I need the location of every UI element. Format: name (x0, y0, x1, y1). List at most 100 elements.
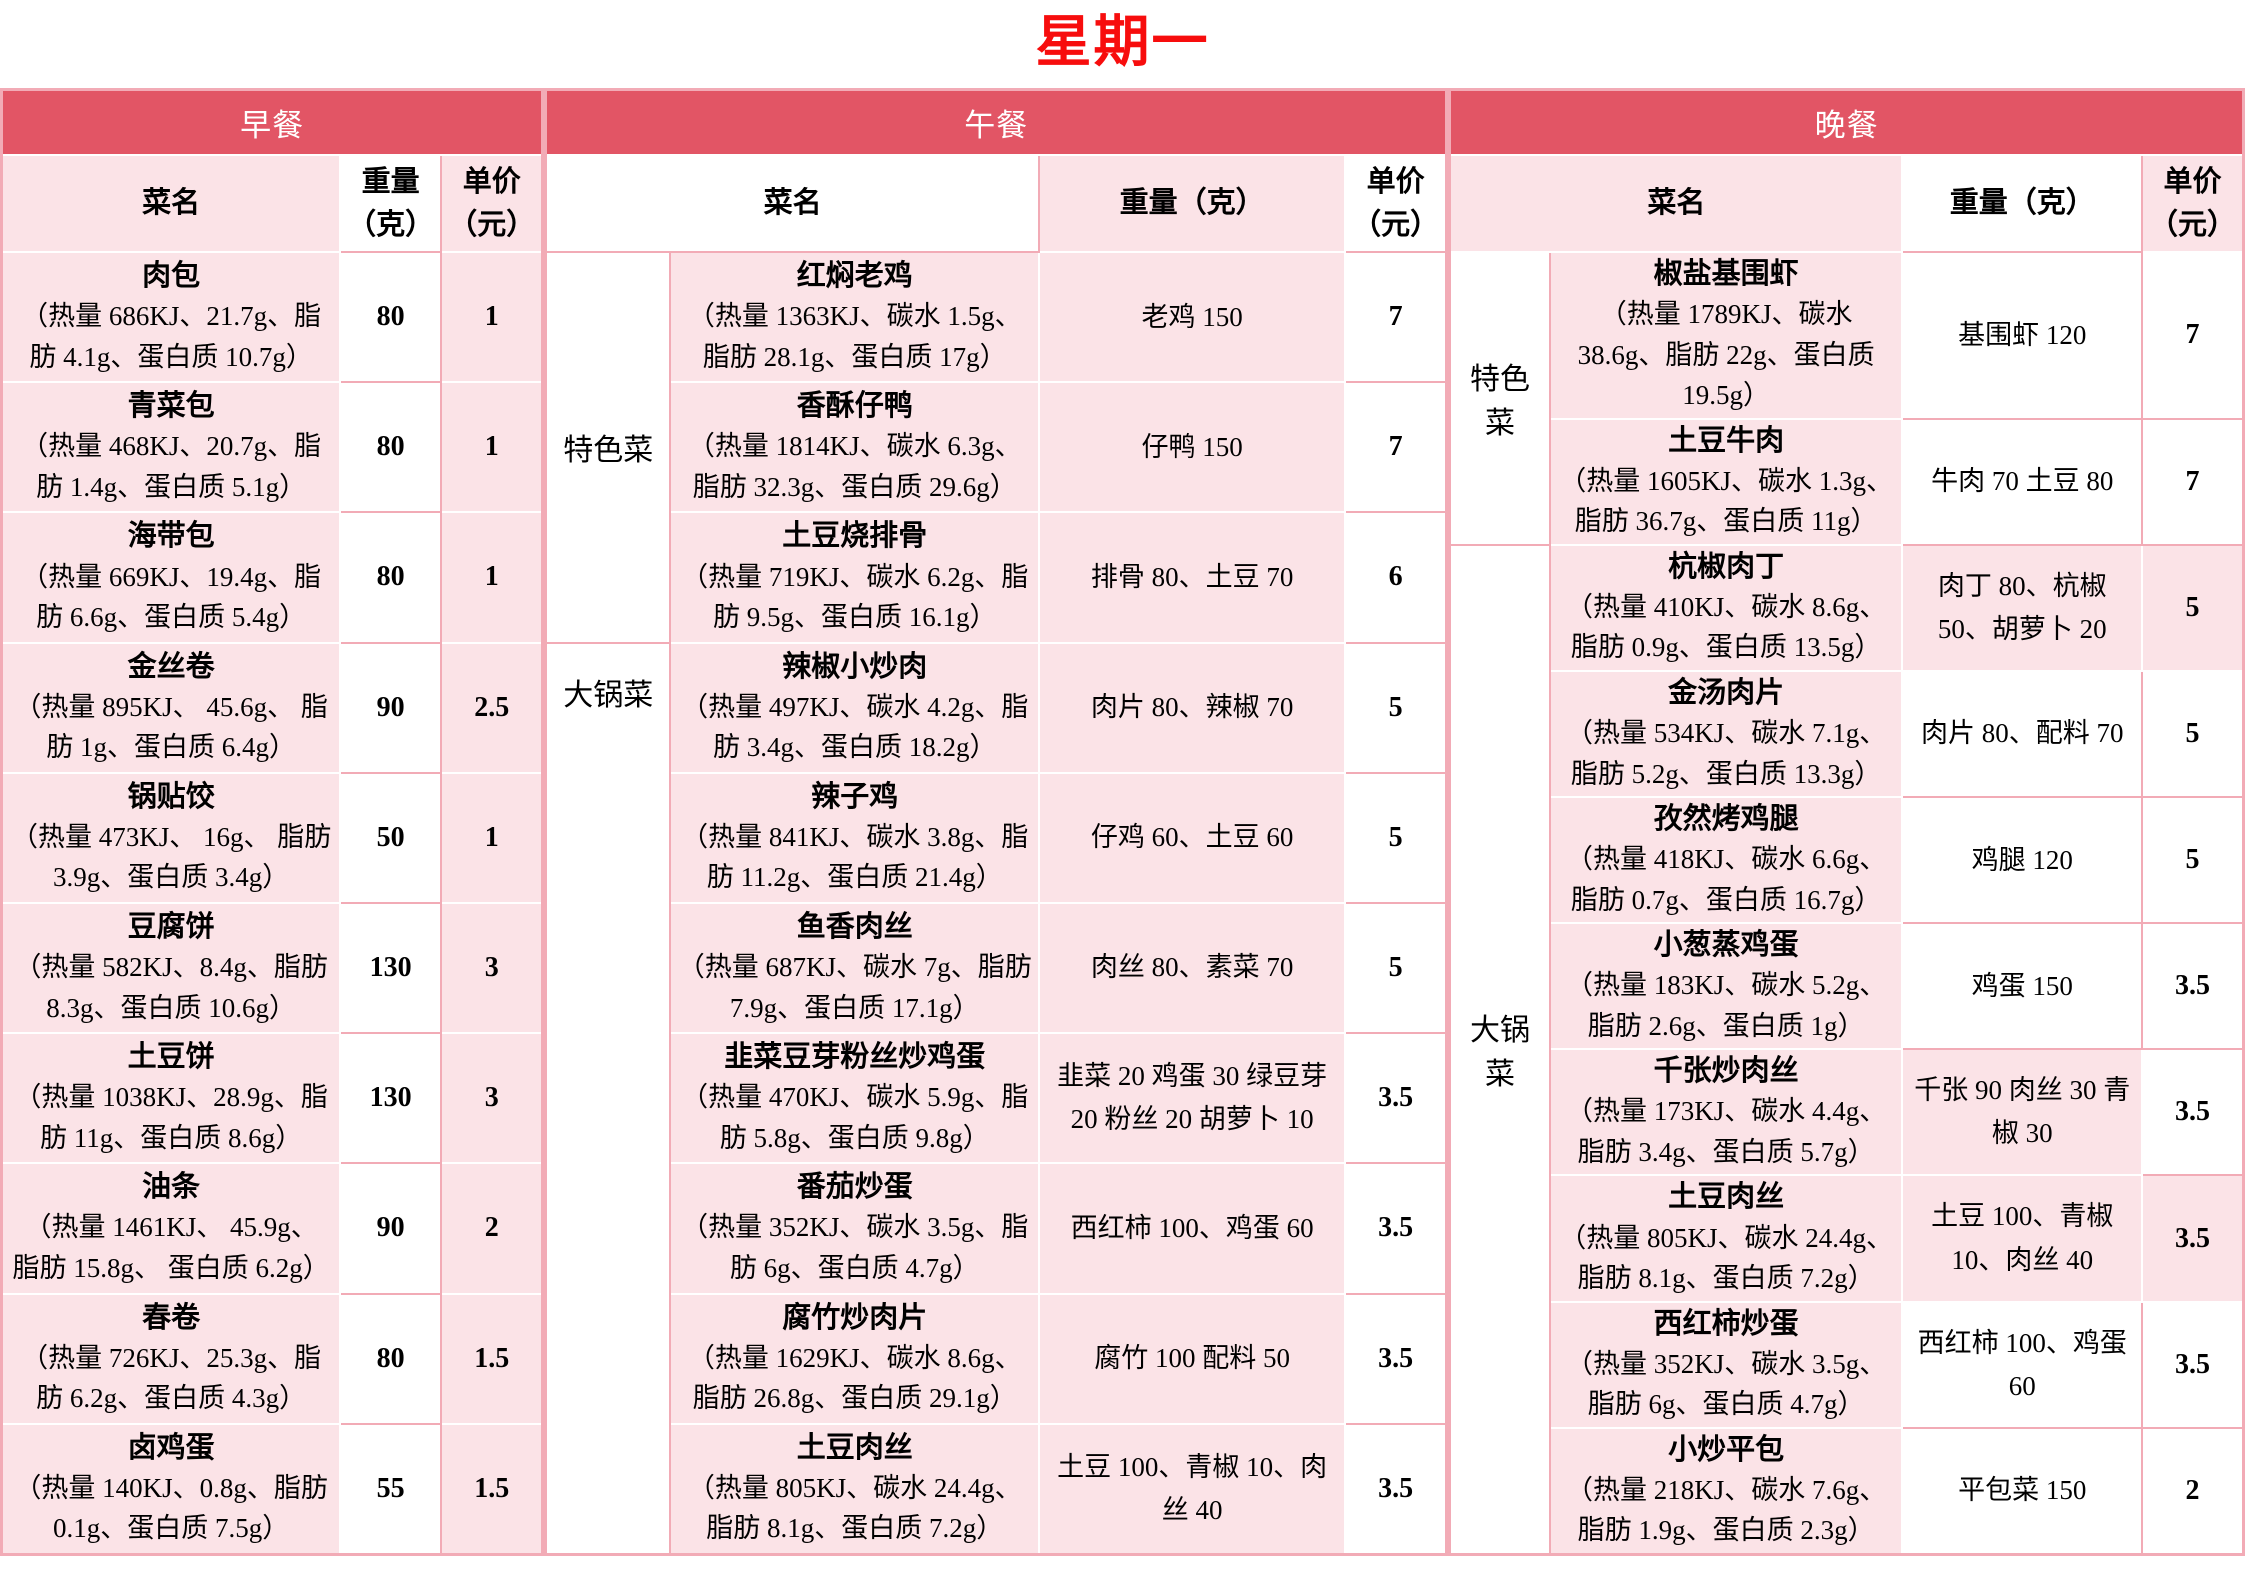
dish-nutrition: （热量 218KJ、碳水 7.6g、脂肪 1.9g、蛋白质 2.3g） (1566, 1474, 1887, 1546)
dish-name: 腐竹炒肉片 (782, 1301, 928, 1334)
menu-table: 早餐 菜名 重量 （克） 单价 （元） 肉包 （热量 686KJ、21.7g、脂肪 4.1… (0, 88, 2245, 1556)
dish-nutrition: （热量 669KJ、19.4g、脂肪 6.6g、蛋白质 5.4g） (21, 561, 322, 633)
lunch-col-header-dish: 菜名 (544, 154, 1041, 253)
dish-name: 海带包 (127, 520, 215, 553)
dish-price-cell: 3.5 (1344, 1292, 1448, 1425)
dish-price-cell: 3.5 (1344, 1422, 1448, 1556)
dish-weight-cell: 鸡腿 120 (1901, 796, 2143, 925)
dish-weight-cell: 肉片 80、配料 70 (1901, 669, 2143, 799)
table-row: 土豆肉丝 （热量 805KJ、碳水 24.4g、脂肪 8.1g、蛋白质 7.2g）… (1450, 1174, 2245, 1303)
dish-nutrition: （热量 1629KJ、碳水 8.6g、脂肪 26.8g、蛋白质 29.1g） (687, 1342, 1022, 1414)
dish-weight-cell: 90 (339, 641, 443, 774)
dish-price-cell: 2 (440, 1162, 544, 1295)
dish-price-cell: 7 (1344, 381, 1448, 514)
dish-name: 韭菜豆芽粉丝炒鸡蛋 (724, 1041, 986, 1074)
dish-cell: 腐竹炒肉片 （热量 1629KJ、碳水 8.6g、脂肪 26.8g、蛋白质 29.… (669, 1292, 1041, 1425)
dish-nutrition: （热量 473KJ、 16g、 脂肪 3.9g、蛋白质 3.4g） (10, 821, 332, 893)
dinner-col-header-weight: 重量（克） (1901, 154, 2143, 253)
dish-nutrition: （热量 534KJ、碳水 7.1g、脂肪 5.2g、蛋白质 13.3g） (1566, 718, 1887, 789)
table-row: 青菜包 （热量 468KJ、20.7g、脂肪 1.4g、蛋白质 5.1g） 80 1 (0, 381, 544, 514)
dish-weight-cell: 肉丝 80、素菜 70 (1038, 901, 1347, 1035)
dish-nutrition: （热量 418KJ、碳水 6.6g、脂肪 0.7g、蛋白质 16.7g） (1566, 844, 1887, 915)
dish-price-cell: 3.5 (2140, 1174, 2245, 1303)
dish-weight-cell: 130 (339, 1032, 443, 1165)
table-row: 鱼香肉丝 （热量 687KJ、碳水 7g、脂肪 7.9g、蛋白质 17.1g） 肉丝… (546, 901, 1448, 1035)
dish-cell: 西红柿炒蛋 （热量 352KJ、碳水 3.5g、脂肪 6g、蛋白质 4.7g） (1548, 1300, 1904, 1429)
dish-price-cell: 1.5 (440, 1422, 544, 1556)
dish-name: 土豆肉丝 (796, 1431, 913, 1464)
dish-weight-cell: 仔鸭 150 (1038, 381, 1347, 514)
dish-price-cell: 3.5 (1344, 1162, 1448, 1295)
dish-cell: 番茄炒蛋 （热量 352KJ、碳水 3.5g、脂肪 6g、蛋白质 4.7g） (669, 1162, 1041, 1295)
page-title: 星期一 (1035, 10, 1210, 73)
dish-name: 金汤肉片 (1668, 676, 1785, 709)
dish-name: 孜然烤鸡腿 (1653, 803, 1799, 836)
dish-name: 千张炒肉丝 (1653, 1055, 1799, 1088)
dish-weight-cell: 50 (339, 771, 443, 904)
dish-nutrition: （热量 140KJ、0.8g、脂肪 0.1g、蛋白质 7.5g） (14, 1472, 328, 1544)
table-row: 香酥仔鸭 （热量 1814KJ、碳水 6.3g、脂肪 32.3g、蛋白质 29.6… (546, 381, 1448, 514)
dinner-col-header-price: 单价 （元） (2140, 154, 2245, 253)
breakfast-table: 早餐 菜名 重量 （克） 单价 （元） 肉包 （热量 686KJ、21.7g、脂肪 4.1… (0, 88, 545, 1556)
dish-nutrition: （热量 1605KJ、碳水 1.3g、脂肪 36.7g、蛋白质 11g） (1559, 465, 1894, 537)
dish-nutrition: （热量 805KJ、碳水 24.4g、脂肪 8.1g、蛋白质 7.2g） (687, 1472, 1022, 1544)
dish-cell: 油条 （热量 1461KJ、 45.9g、 脂肪 15.8g、 蛋白质 6.2g） (0, 1162, 342, 1295)
table-row: 金汤肉片 （热量 534KJ、碳水 7.1g、脂肪 5.2g、蛋白质 13.3g）… (1450, 669, 2245, 799)
table-row: 千张炒肉丝 （热量 173KJ、碳水 4.4g、脂肪 3.4g、蛋白质 5.7g）… (1450, 1048, 2245, 1177)
table-row: 春卷 （热量 726KJ、25.3g、脂肪 6.2g、蛋白质 4.3g） 80 1.5 (0, 1292, 544, 1425)
dish-weight-cell: 土豆 100、青椒 10、肉丝 40 (1901, 1174, 2143, 1303)
dish-nutrition: （热量 726KJ、25.3g、脂肪 6.2g、蛋白质 4.3g） (21, 1342, 322, 1414)
dish-nutrition: （热量 468KJ、20.7g、脂肪 1.4g、蛋白质 5.1g） (21, 431, 322, 502)
breakfast-col-header-price: 单价 （元） (440, 154, 544, 253)
dish-cell: 青菜包 （热量 468KJ、20.7g、脂肪 1.4g、蛋白质 5.1g） (0, 381, 342, 514)
dish-name: 红焖老鸡 (796, 260, 913, 293)
dish-weight-cell: 55 (339, 1422, 443, 1556)
dish-price-cell: 5 (2140, 543, 2245, 672)
dish-cell: 海带包 （热量 669KJ、19.4g、脂肪 6.6g、蛋白质 5.4g） (0, 511, 342, 644)
table-row: 土豆肉丝 （热量 805KJ、碳水 24.4g、脂肪 8.1g、蛋白质 7.2g）… (546, 1422, 1448, 1556)
dish-price-cell: 1 (440, 381, 544, 514)
dish-price-cell: 3 (440, 901, 544, 1035)
dish-name: 小炒平包 (1668, 1433, 1785, 1466)
dish-cell: 红焖老鸡 （热量 1363KJ、碳水 1.5g、脂肪 28.1g、蛋白质 17g） (669, 250, 1041, 384)
dish-weight-cell: 肉片 80、辣椒 70 (1038, 641, 1347, 774)
dish-weight-cell: 鸡蛋 150 (1901, 922, 2143, 1051)
dish-name: 油条 (142, 1171, 201, 1204)
dish-price-cell: 1 (440, 250, 544, 384)
table-row: 肉包 （热量 686KJ、21.7g、脂肪 4.1g、蛋白质 10.7g） 80 1 (0, 250, 544, 384)
dish-name: 辣子鸡 (811, 780, 899, 813)
table-row: 土豆饼 （热量 1038KJ、28.9g、脂肪 11g、蛋白质 8.6g） 130 3 (0, 1032, 544, 1165)
dish-name: 土豆饼 (127, 1041, 215, 1074)
dish-cell: 韭菜豆芽粉丝炒鸡蛋 （热量 470KJ、碳水 5.9g、脂肪 5.8g、蛋白质 9… (669, 1032, 1041, 1165)
dish-cell: 小葱蒸鸡蛋 （热量 183KJ、碳水 5.2g、脂肪 2.6g、蛋白质 1g） (1548, 922, 1904, 1051)
dish-price-cell: 7 (2140, 417, 2245, 546)
dish-cell: 锅贴饺 （热量 473KJ、 16g、 脂肪 3.9g、蛋白质 3.4g） (0, 771, 342, 904)
dish-weight-cell: 平包菜 150 (1901, 1426, 2143, 1556)
dish-nutrition: （热量 1363KJ、碳水 1.5g、脂肪 28.1g、蛋白质 17g） (687, 301, 1022, 372)
dinner-band: 晚餐 (1448, 89, 2245, 156)
dish-price-cell: 5 (2140, 669, 2245, 799)
dish-name: 土豆烧排骨 (782, 520, 928, 553)
dish-price-cell: 5 (1344, 771, 1448, 904)
breakfast-col-header-weight: 重量 （克） (339, 154, 443, 253)
dish-nutrition: （热量 686KJ、21.7g、脂肪 4.1g、蛋白质 10.7g） (21, 301, 322, 372)
dish-cell: 小炒平包 （热量 218KJ、碳水 7.6g、脂肪 1.9g、蛋白质 2.3g） (1548, 1426, 1904, 1556)
table-row: 豆腐饼 （热量 582KJ、8.4g、脂肪 8.3g、蛋白质 10.6g） 130 3 (0, 901, 544, 1035)
breakfast-band: 早餐 (0, 89, 544, 156)
dish-name: 豆腐饼 (127, 910, 215, 943)
dish-name: 春卷 (142, 1301, 201, 1334)
dish-nutrition: （热量 183KJ、碳水 5.2g、脂肪 2.6g、蛋白质 1g） (1566, 970, 1887, 1041)
table-row: 腐竹炒肉片 （热量 1629KJ、碳水 8.6g、脂肪 26.8g、蛋白质 29.… (546, 1292, 1448, 1425)
dish-weight-cell: 80 (339, 381, 443, 514)
dish-weight-cell: 80 (339, 1292, 443, 1425)
dish-price-cell: 5 (1344, 641, 1448, 774)
table-row: 特色菜 椒盐基围虾 （热量 1789KJ、碳水 38.6g、脂肪 22g、蛋白质 1… (1448, 251, 2245, 546)
dish-name: 杭椒肉丁 (1668, 550, 1785, 583)
dish-cell: 土豆肉丝 （热量 805KJ、碳水 24.4g、脂肪 8.1g、蛋白质 7.2g） (669, 1422, 1041, 1556)
dish-name: 西红柿炒蛋 (1653, 1307, 1799, 1340)
dish-weight-cell: 牛肉 70 土豆 80 (1901, 417, 2143, 546)
dish-price-cell: 3 (440, 1032, 544, 1165)
category-cell: 特色菜 (544, 251, 672, 644)
table-row: 锅贴饺 （热量 473KJ、 16g、 脂肪 3.9g、蛋白质 3.4g） 50 1 (0, 771, 544, 904)
dish-weight-cell: 西红柿 100、鸡蛋 60 (1038, 1162, 1347, 1295)
